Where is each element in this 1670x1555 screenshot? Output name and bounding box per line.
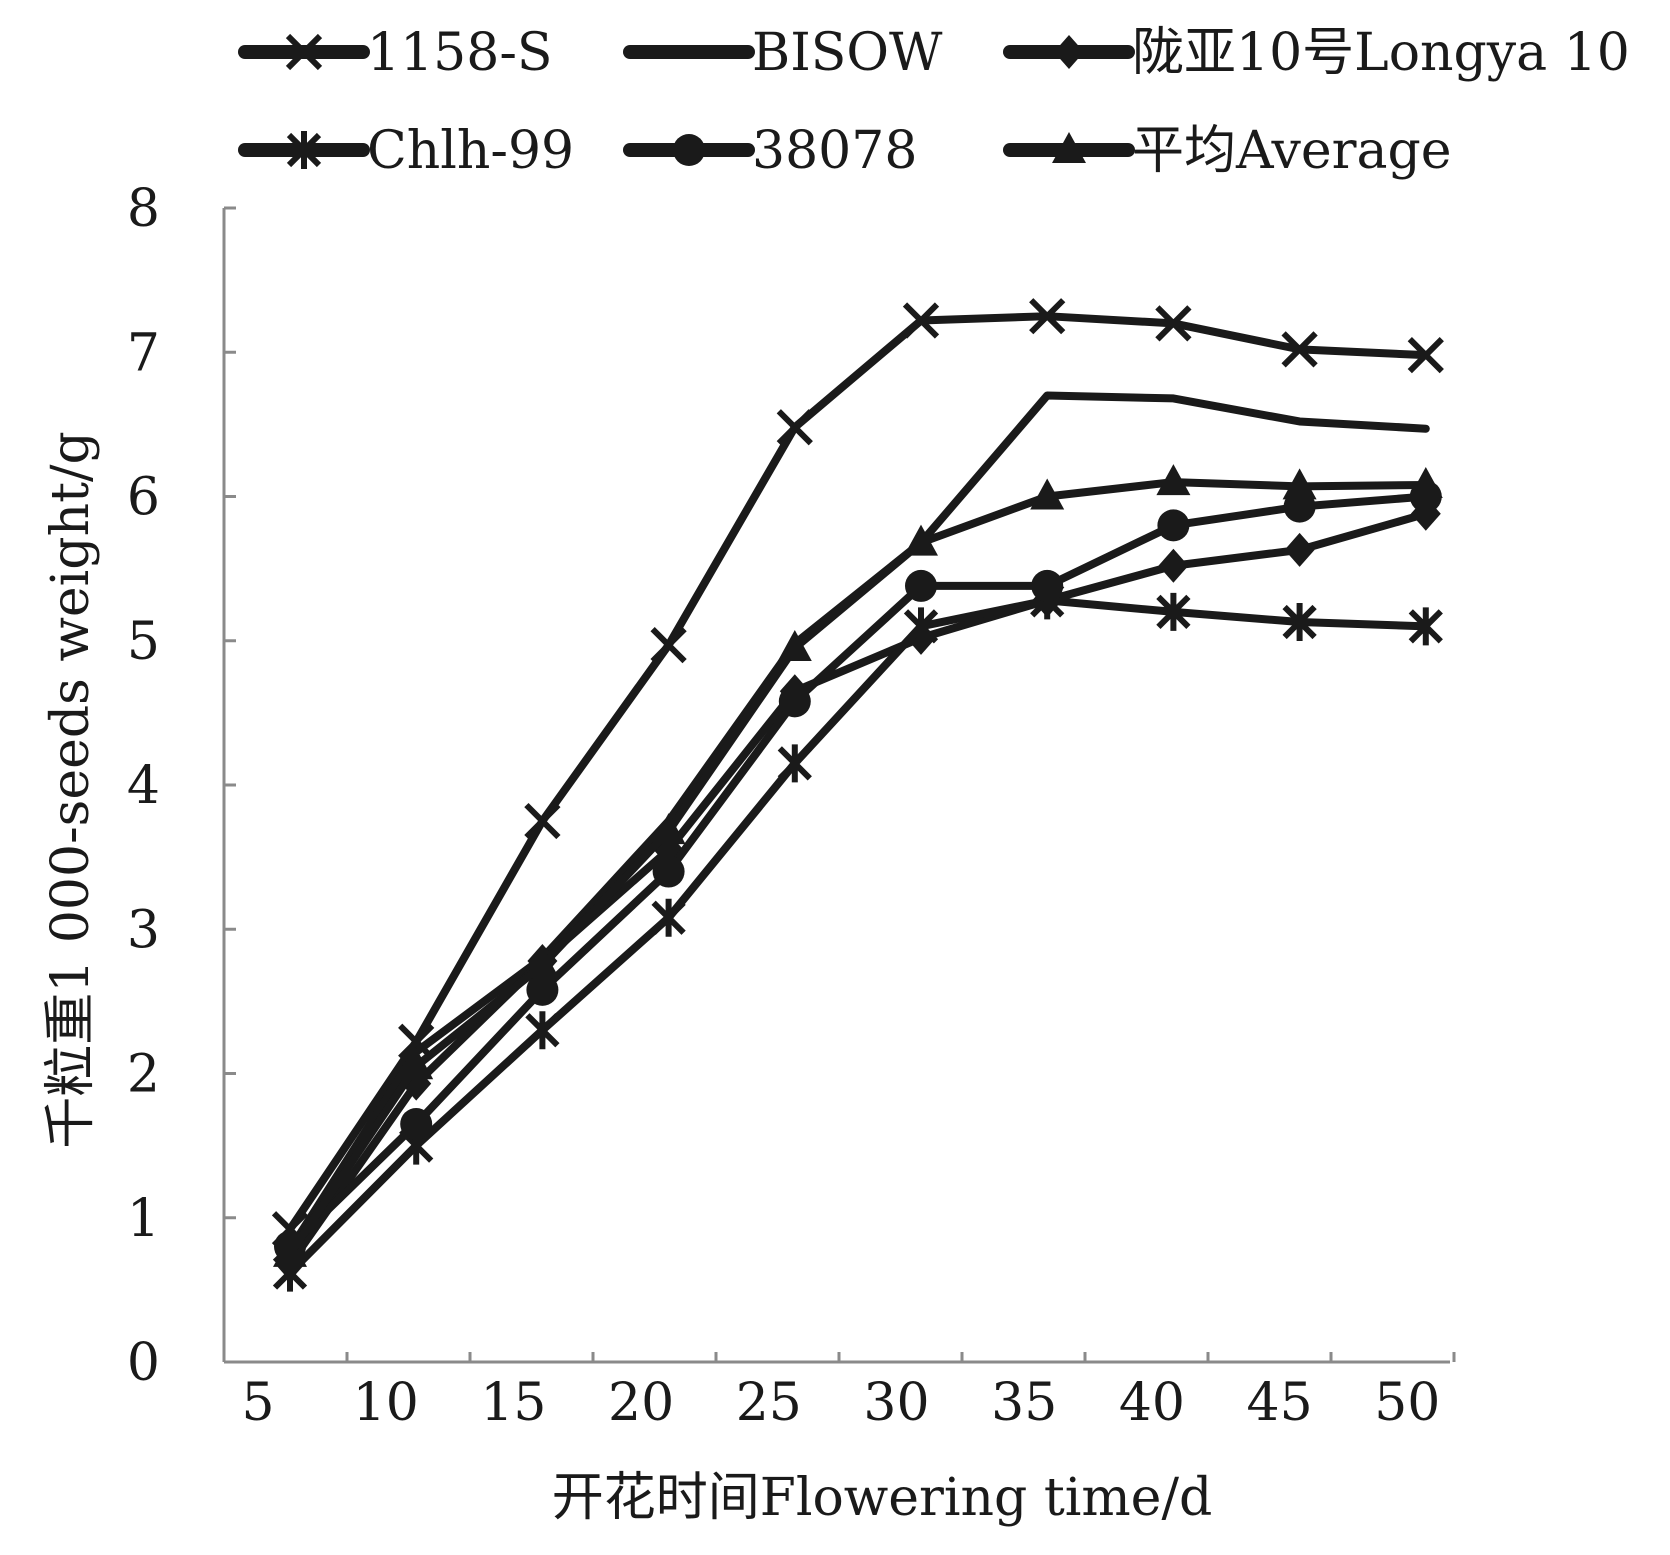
series-1-point (1155, 305, 1192, 342)
series-1-point (398, 1023, 435, 1060)
series-6-point (1156, 464, 1191, 496)
series-2 (286, 391, 1430, 1254)
x-tick-label: 40 (1119, 1373, 1185, 1433)
series-5-point (526, 973, 559, 1006)
legend-item: 1158-S (238, 23, 553, 83)
legend-item: 陇亚10号Longya 10 (1003, 23, 1630, 83)
series-5-point (905, 569, 937, 602)
x-tick-label: 15 (480, 1373, 546, 1433)
x-tick-label: 20 (608, 1373, 674, 1433)
series-1-point (524, 802, 561, 840)
legend-swatch-marker (673, 134, 705, 166)
series-4-point (777, 744, 812, 783)
y-tick-label: 7 (127, 323, 160, 383)
legend-label: BISOW (752, 23, 943, 83)
series-4-point (1156, 592, 1191, 631)
series-6-point (273, 1235, 307, 1267)
series-3 (275, 496, 1441, 1281)
series-6 (273, 464, 1443, 1267)
series-6-point (651, 813, 686, 845)
series-5-point (1031, 569, 1064, 602)
series-5-point (400, 1107, 433, 1140)
series-layer (271, 298, 1444, 1292)
legend-swatch-marker (1052, 132, 1086, 163)
series-4 (272, 581, 1443, 1292)
y-tick-label: 8 (127, 179, 160, 239)
series-3-point (1284, 532, 1315, 567)
legend-item: 平均Average (1003, 121, 1452, 181)
series-1-point (1281, 331, 1318, 368)
legend-item: BISOW (623, 23, 943, 83)
y-axis-title: 千粒重1 000-seeds weight/g (41, 431, 101, 1149)
series-4-point (525, 1011, 560, 1050)
y-tick-label: 6 (127, 468, 160, 528)
x-tick-label: 10 (353, 1373, 419, 1433)
series-6-point (525, 947, 560, 979)
legend-label: 38078 (752, 121, 917, 181)
series-6-point (399, 1048, 434, 1080)
y-tick-label: 0 (127, 1333, 160, 1393)
legend-label: 平均Average (1132, 121, 1452, 181)
x-tick-label: 30 (863, 1373, 929, 1433)
series-5-point (778, 685, 811, 718)
legend: 1158-S BISOW 陇亚10号Longya 10 Chlh-99 38078 平均A… (238, 23, 1630, 181)
series-1-point (776, 409, 813, 446)
series-5-point (652, 855, 685, 888)
legend-label: 1158-S (367, 23, 553, 83)
series-2-line (286, 391, 1430, 1254)
x-tick-label: 45 (1247, 1373, 1313, 1433)
x-axis-title: 开花时间Flowering time/d (552, 1468, 1213, 1528)
series-5-point (1157, 509, 1190, 542)
series-6-point (777, 629, 812, 661)
series-1-point (650, 626, 687, 664)
series-4-line (286, 596, 1430, 1277)
series-3-line (286, 509, 1430, 1268)
series-6-point (1030, 478, 1065, 510)
x-tick-label: 50 (1374, 1373, 1440, 1433)
x-tick-label: 25 (736, 1373, 802, 1433)
series-5-line (286, 492, 1430, 1251)
series-4-point (1282, 602, 1317, 641)
legend-label: Chlh-99 (367, 121, 574, 181)
y-tick-label: 1 (127, 1189, 160, 1249)
series-6-line (286, 478, 1430, 1258)
x-tick-label: 35 (991, 1373, 1057, 1433)
legend-item: Chlh-99 (238, 121, 574, 181)
series-4-point (1408, 607, 1443, 646)
series-6-point (904, 524, 938, 556)
series-6-point (1282, 468, 1317, 500)
x-axis: 5 10 15 20 25 30 35 40 45 50 (224, 1352, 1456, 1433)
y-tick-label: 5 (127, 612, 160, 672)
legend-swatch-marker (286, 131, 322, 169)
y-axis: 0 1 2 3 4 5 6 7 8 (127, 179, 236, 1393)
x-tick-label: 5 (241, 1373, 274, 1433)
legend-label: 陇亚10号Longya 10 (1132, 23, 1630, 83)
legend-item: 38078 (623, 121, 917, 181)
series-1-point (1029, 298, 1066, 335)
series-1-point (902, 302, 940, 339)
y-tick-label: 4 (127, 756, 160, 816)
series-4-point (903, 607, 939, 646)
series-1-line (286, 312, 1430, 1234)
series-3-point (1158, 548, 1189, 583)
y-tick-label: 3 (127, 900, 160, 960)
series-1-point (1407, 337, 1444, 374)
series-1 (271, 298, 1444, 1248)
legend-swatch-marker (1054, 35, 1084, 69)
y-tick-label: 2 (127, 1045, 160, 1105)
legend-swatch-marker (285, 33, 323, 71)
series-4-point (651, 898, 686, 937)
series-6-point (1408, 466, 1443, 498)
